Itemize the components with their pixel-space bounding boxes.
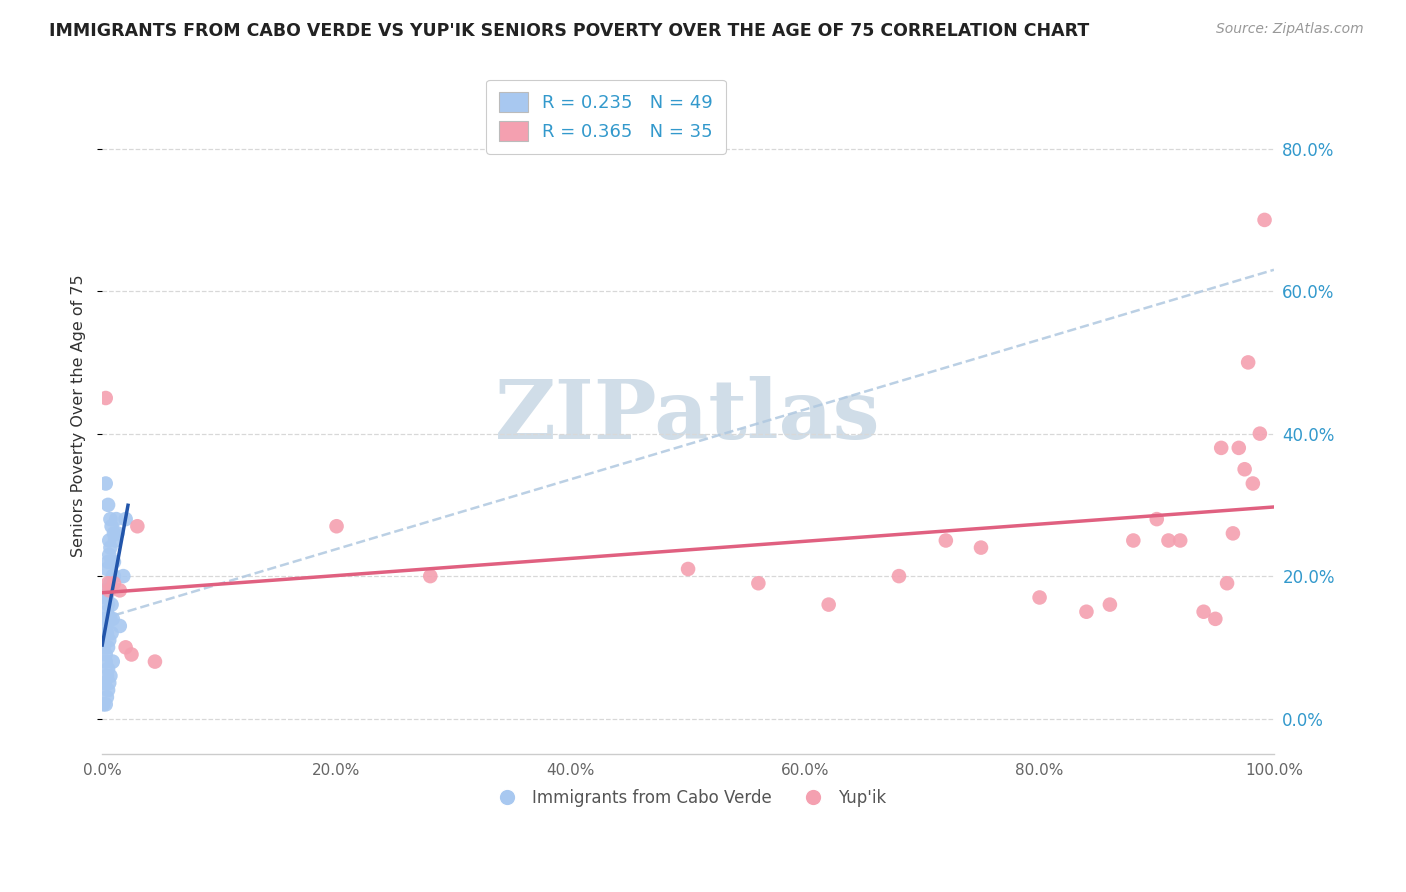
Point [1098,598,1121,612]
Point [97,662,120,676]
Point [97,555,120,569]
Point [108,619,131,633]
Point [114,512,136,526]
Point [97,498,120,512]
Point [96,626,118,640]
Point [121,648,143,662]
Point [93,698,115,712]
Point [100,626,122,640]
Point [101,569,124,583]
Point [1227,441,1250,455]
Point [887,569,910,583]
Text: IMMIGRANTS FROM CABO VERDE VS YUP'IK SENIORS POVERTY OVER THE AGE OF 75 CORRELAT: IMMIGRANTS FROM CABO VERDE VS YUP'IK SEN… [49,22,1090,40]
Point [94,391,117,405]
Point [1253,213,1275,227]
Point [94,655,117,669]
Point [1211,441,1233,455]
Point [101,612,124,626]
Point [94,619,117,633]
Point [143,655,166,669]
Point [676,562,699,576]
Point [98,583,121,598]
Point [96,669,118,683]
Point [1204,612,1226,626]
Point [94,648,117,662]
Point [817,598,839,612]
Point [1028,591,1050,605]
Point [108,583,131,598]
Point [98,548,121,562]
Point [103,569,125,583]
Point [93,612,115,626]
Point [747,576,769,591]
Point [94,698,117,712]
Point [1168,533,1191,548]
Legend: Immigrants from Cabo Verde, Yup'ik: Immigrants from Cabo Verde, Yup'ik [484,782,893,814]
Point [104,533,127,548]
Point [94,476,117,491]
Point [97,598,120,612]
Point [1222,526,1244,541]
Point [419,569,441,583]
Point [1233,462,1256,476]
Point [100,598,122,612]
Y-axis label: Seniors Poverty Over the Age of 75: Seniors Poverty Over the Age of 75 [72,275,86,558]
Point [1192,605,1215,619]
Point [1237,355,1260,369]
Point [1216,576,1239,591]
Point [100,555,122,569]
Point [96,562,118,576]
Point [970,541,993,555]
Point [100,612,122,626]
Point [97,576,120,591]
Point [96,605,118,619]
Point [105,512,128,526]
Point [1157,533,1180,548]
Point [93,583,115,598]
Point [935,533,957,548]
Point [94,591,117,605]
Point [1076,605,1098,619]
Point [100,519,122,533]
Point [98,676,121,690]
Point [103,555,125,569]
Point [96,591,118,605]
Point [1241,476,1264,491]
Point [103,576,125,591]
Point [97,640,120,655]
Point [98,633,121,648]
Point [100,669,122,683]
Point [114,640,136,655]
Point [98,583,121,598]
Point [93,640,115,655]
Point [96,690,118,705]
Point [100,512,122,526]
Point [1249,426,1271,441]
Point [98,533,121,548]
Point [1122,533,1144,548]
Point [97,683,120,698]
Text: Source: ZipAtlas.com: Source: ZipAtlas.com [1216,22,1364,37]
Point [112,569,135,583]
Point [127,519,149,533]
Text: ZIPatlas: ZIPatlas [495,376,880,456]
Point [100,576,122,591]
Point [101,655,124,669]
Point [1146,512,1168,526]
Point [93,676,115,690]
Point [103,526,125,541]
Point [100,541,122,555]
Point [107,526,129,541]
Point [325,519,347,533]
